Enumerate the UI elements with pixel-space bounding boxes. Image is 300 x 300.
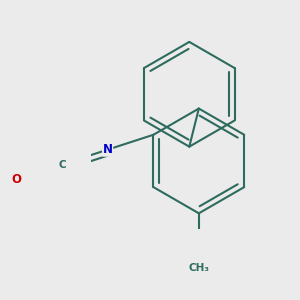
Text: O: O xyxy=(11,173,21,186)
Text: N: N xyxy=(103,143,112,156)
Text: C: C xyxy=(58,160,66,170)
Text: CH₃: CH₃ xyxy=(188,263,209,273)
